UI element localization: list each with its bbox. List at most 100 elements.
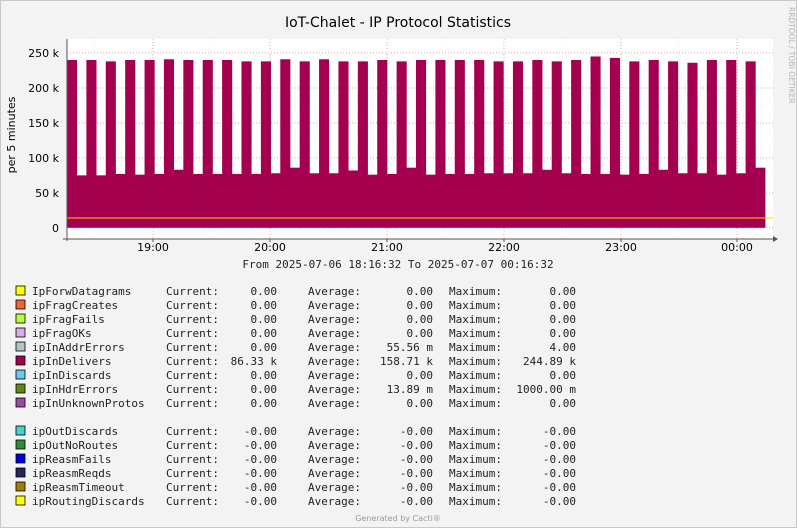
bar <box>619 174 630 228</box>
bar <box>125 59 136 228</box>
x-tick-label: 20:00 <box>254 241 286 254</box>
bar <box>454 59 465 228</box>
bar <box>183 59 194 228</box>
legend-maximum-label: Maximum: <box>449 285 502 298</box>
y-axis-label: per 5 minutes <box>5 96 18 173</box>
legend-current-label: Current: <box>166 299 219 312</box>
legend-average-value: -0.00 <box>400 481 433 494</box>
legend-maximum-value: -0.00 <box>543 495 576 508</box>
bar <box>571 59 582 228</box>
legend-average-label: Average: <box>308 467 361 480</box>
bar <box>231 173 242 228</box>
legend-average-value: -0.00 <box>400 467 433 480</box>
y-tick-label: 200 k <box>28 82 59 95</box>
legend-current-value: -0.00 <box>244 467 277 480</box>
legend-maximum-value: -0.00 <box>543 439 576 452</box>
x-ticks: 19:00 20:00 21:00 22:00 23:00 00:00 <box>137 239 753 254</box>
bar <box>716 174 727 228</box>
legend-current-value: 0.00 <box>251 299 278 312</box>
legend-swatch <box>15 481 26 492</box>
bar <box>144 59 155 228</box>
legend-maximum-label: Maximum: <box>449 425 502 438</box>
legend-swatch <box>15 285 26 296</box>
legend-average-label: Average: <box>308 327 361 340</box>
bar <box>677 173 688 228</box>
legend-average-label: Average: <box>308 425 361 438</box>
bar <box>745 61 756 228</box>
legend-name: ipInHdrErrors <box>32 383 118 396</box>
bar <box>600 173 611 228</box>
legend-current-label: Current: <box>166 467 219 480</box>
bar <box>551 61 562 228</box>
legend-current-value: -0.00 <box>244 425 277 438</box>
legend-current-label: Current: <box>166 425 219 438</box>
legend-current-label: Current: <box>166 481 219 494</box>
bar <box>425 174 436 228</box>
bar <box>755 167 766 228</box>
legend-average-label: Average: <box>308 397 361 410</box>
legend-swatch <box>15 383 26 394</box>
bar <box>193 173 204 228</box>
legend-current-value: -0.00 <box>244 439 277 452</box>
bar <box>299 61 310 228</box>
legend-name: ipReasmTimeout <box>32 481 125 494</box>
bar <box>212 173 223 228</box>
bar <box>483 173 494 228</box>
legend-current-value: 86.33 k <box>231 355 278 368</box>
legend-maximum-value: -0.00 <box>543 467 576 480</box>
legend-swatch <box>15 341 26 352</box>
bar <box>445 173 456 228</box>
legend-average-label: Average: <box>308 439 361 452</box>
legend-maximum-label: Maximum: <box>449 439 502 452</box>
legend-current-label: Current: <box>166 341 219 354</box>
legend-average-value: -0.00 <box>400 439 433 452</box>
bar <box>96 175 107 228</box>
legend-name: ipOutNoRoutes <box>32 439 118 452</box>
bar <box>357 61 368 228</box>
legend-current-label: Current: <box>166 495 219 508</box>
legend-maximum-label: Maximum: <box>449 313 502 326</box>
legend-name: ipRoutingDiscards <box>32 495 145 508</box>
y-tick-label: 250 k <box>28 47 59 60</box>
legend-swatch <box>15 425 26 436</box>
bar <box>338 61 349 228</box>
legend-maximum-value: 0.00 <box>550 313 577 326</box>
legend-average-label: Average: <box>308 285 361 298</box>
bar <box>726 59 737 228</box>
bar <box>280 59 291 228</box>
bar <box>512 61 524 228</box>
footer: Generated by Cacti® <box>355 514 441 523</box>
bar <box>270 173 281 228</box>
bar <box>406 167 417 228</box>
bar <box>202 59 213 228</box>
legend: IpForwDatagrams Current: 0.00 Average: 0.00 M… <box>15 285 577 508</box>
legend-swatch <box>15 467 26 478</box>
legend-maximum-value: -0.00 <box>543 453 576 466</box>
legend-name: ipInDiscards <box>32 369 111 382</box>
legend-current-label: Current: <box>166 369 219 382</box>
legend-current-value: 0.00 <box>251 313 278 326</box>
legend-maximum-value: -0.00 <box>543 481 576 494</box>
legend-maximum-label: Maximum: <box>449 481 502 494</box>
bar <box>629 61 640 228</box>
legend-current-label: Current: <box>166 285 219 298</box>
bar <box>289 167 301 228</box>
legend-name: ipInDelivers <box>32 355 111 368</box>
legend-current-value: -0.00 <box>244 453 277 466</box>
legend-average-value: 0.00 <box>407 369 434 382</box>
x-tick-label: 00:00 <box>721 241 753 254</box>
legend-average-value: 0.00 <box>407 397 434 410</box>
legend-maximum-value: 4.00 <box>550 341 577 354</box>
bar <box>668 61 679 228</box>
legend-current-label: Current: <box>166 439 219 452</box>
legend-swatch <box>15 495 26 506</box>
legend-name: ipReasmFails <box>32 453 111 466</box>
legend-average-label: Average: <box>308 341 361 354</box>
legend-current-value: -0.00 <box>244 481 277 494</box>
bar <box>377 59 388 228</box>
bar <box>173 169 184 228</box>
bar <box>105 61 116 228</box>
legend-swatch <box>15 313 26 324</box>
x-tick-label: 21:00 <box>371 241 403 254</box>
chart-title: IoT-Chalet - IP Protocol Statistics <box>285 15 511 31</box>
